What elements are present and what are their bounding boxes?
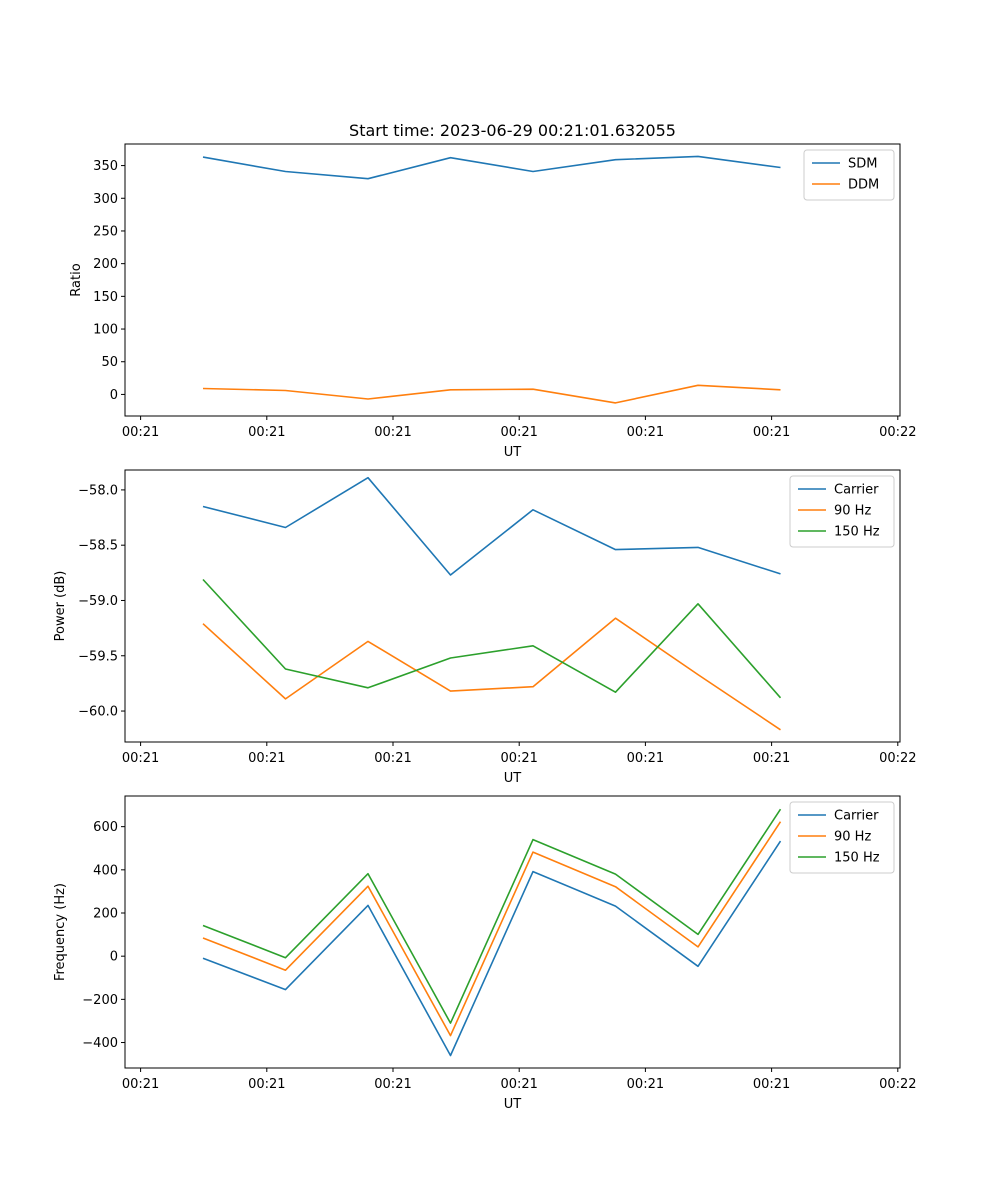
y-tick-label: −58.5 [78,539,118,554]
x-tick-label: 00:21 [248,1077,285,1092]
x-axis-label: UT [504,771,522,786]
series-line-carrier [202,476,781,576]
y-tick-label: 350 [93,159,118,174]
y-tick-label: −59.5 [78,649,118,664]
x-tick-label: 00:21 [500,1077,537,1092]
y-axis-label: Ratio [69,263,84,296]
x-axis-label: UT [504,445,522,460]
y-tick-label: 400 [93,863,118,878]
x-tick-label: 00:21 [627,751,664,766]
x-tick-label: 00:21 [122,425,159,440]
y-tick-label: 250 [93,224,118,239]
x-tick-label: 00:21 [374,425,411,440]
x-tick-label: 00:21 [374,1077,411,1092]
legend-label: Carrier [834,809,879,824]
series-line-90-hz [202,617,781,731]
x-tick-label: 00:21 [627,425,664,440]
series-line-sdm [202,155,781,180]
x-tick-label: 00:21 [627,1077,664,1092]
x-tick-label: 00:21 [753,1077,790,1092]
y-tick-label: −59.0 [78,594,118,609]
y-axis-label: Frequency (Hz) [53,883,68,981]
x-tick-label: 00:21 [753,751,790,766]
y-tick-label: −200 [82,993,118,1008]
legend-label: 90 Hz [834,504,871,519]
legend-label: DDM [848,178,879,193]
y-tick-label: 100 [93,323,118,338]
legend-label: Carrier [834,483,879,498]
y-tick-label: 50 [101,355,118,370]
x-tick-label: 00:22 [879,751,916,766]
x-tick-label: 00:22 [879,425,916,440]
y-tick-label: −60.0 [78,705,118,720]
y-tick-label: 200 [93,907,118,922]
legend-label: 90 Hz [834,830,871,845]
y-tick-label: 600 [93,820,118,835]
x-tick-label: 00:21 [374,751,411,766]
y-tick-label: 0 [110,388,118,403]
axes-frame-2 [124,469,901,743]
y-tick-label: 200 [93,257,118,272]
y-axis-label: Power (dB) [53,571,68,642]
y-tick-label: −58.0 [78,483,118,498]
series-line-ddm [202,384,781,404]
y-tick-label: 150 [93,290,118,305]
x-tick-label: 00:21 [122,751,159,766]
x-tick-label: 00:21 [122,1077,159,1092]
legend-label: SDM [848,157,877,172]
legend-box [789,475,895,548]
series-line-90-hz [202,821,782,1037]
legend-label: 150 Hz [834,525,880,540]
axes-frame-1 [124,143,901,417]
axes-frame-3 [124,795,901,1069]
series-line-150-hz [202,578,782,699]
y-tick-label: −400 [82,1036,118,1051]
x-tick-label: 00:21 [500,425,537,440]
chart-title: Start time: 2023-06-29 00:21:01.632055 [349,121,676,140]
y-tick-label: 0 [110,950,118,965]
y-tick-label: 300 [93,192,118,207]
x-tick-label: 00:21 [248,425,285,440]
x-axis-label: UT [504,1097,522,1112]
series-line-150-hz [202,808,782,1024]
x-tick-label: 00:22 [879,1077,916,1092]
x-tick-label: 00:21 [753,425,790,440]
legend-label: 150 Hz [834,851,880,866]
series-line-carrier [202,840,782,1057]
x-tick-label: 00:21 [500,751,537,766]
legend-box [789,801,895,874]
x-tick-label: 00:21 [248,751,285,766]
